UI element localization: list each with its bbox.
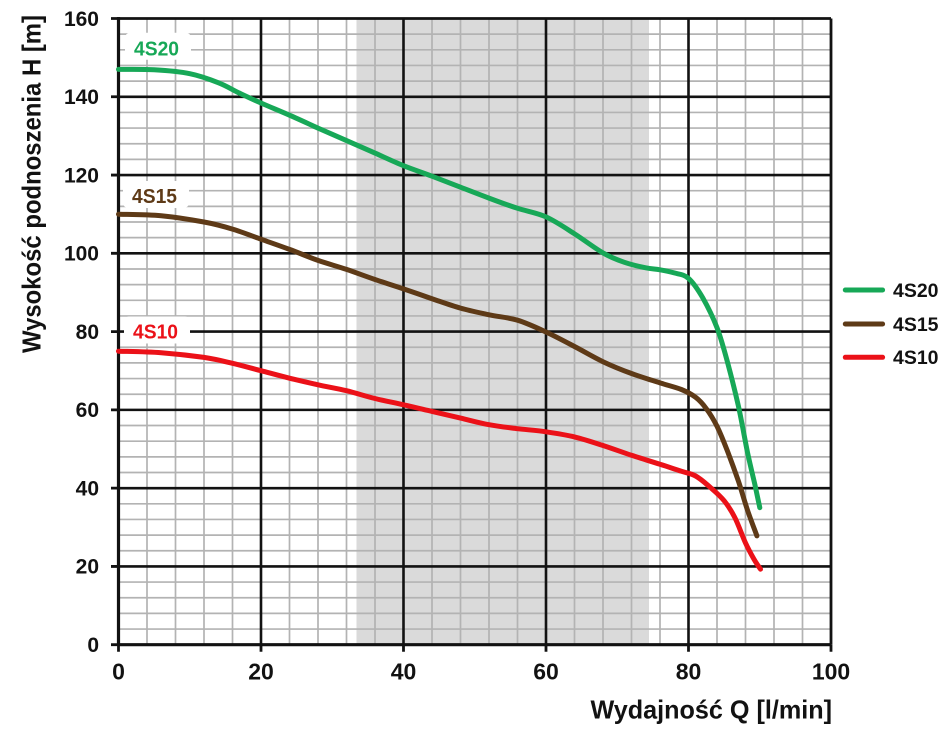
svg-text:4S15: 4S15 xyxy=(132,186,177,208)
svg-text:20: 20 xyxy=(248,659,274,685)
svg-text:100: 100 xyxy=(64,243,99,266)
svg-text:Wysokość podnoszenia H [m]: Wysokość podnoszenia H [m] xyxy=(17,15,47,353)
svg-text:160: 160 xyxy=(64,8,99,31)
svg-text:60: 60 xyxy=(533,659,559,685)
svg-text:4S15: 4S15 xyxy=(893,314,939,336)
svg-text:4S10: 4S10 xyxy=(133,322,178,344)
svg-text:4S20: 4S20 xyxy=(134,39,179,61)
svg-text:Wydajność Q [l/min]: Wydajność Q [l/min] xyxy=(591,695,833,725)
svg-text:0: 0 xyxy=(87,634,99,657)
svg-text:40: 40 xyxy=(76,477,99,500)
svg-text:140: 140 xyxy=(64,86,99,109)
svg-text:4S10: 4S10 xyxy=(893,347,939,369)
svg-text:4S20: 4S20 xyxy=(893,280,939,302)
svg-text:80: 80 xyxy=(676,659,702,685)
svg-text:120: 120 xyxy=(64,164,99,187)
svg-text:0: 0 xyxy=(112,659,125,685)
svg-text:100: 100 xyxy=(812,659,850,685)
svg-text:60: 60 xyxy=(76,399,99,422)
svg-text:40: 40 xyxy=(391,659,417,685)
svg-text:20: 20 xyxy=(76,556,99,579)
svg-text:80: 80 xyxy=(76,321,99,344)
